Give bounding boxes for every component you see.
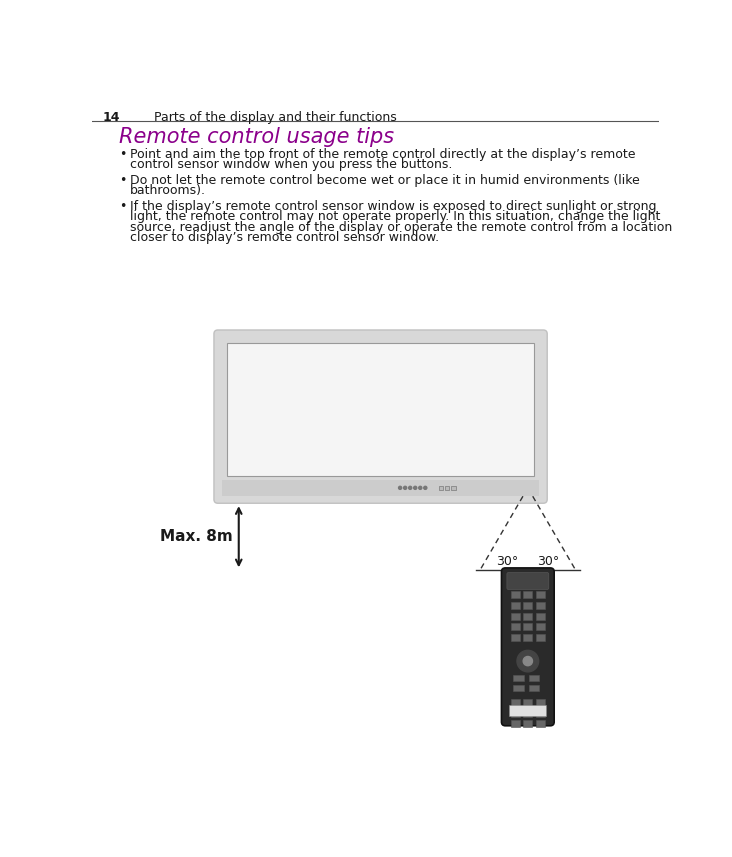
Bar <box>451 486 455 490</box>
Text: Do not let the remote control become wet or place it in humid environments (like: Do not let the remote control become wet… <box>130 174 640 187</box>
Text: •: • <box>119 147 127 160</box>
Bar <box>536 710 545 716</box>
Text: •: • <box>119 174 127 187</box>
Bar <box>227 343 534 476</box>
Bar <box>513 675 524 681</box>
Bar <box>513 685 524 691</box>
Bar <box>511 623 520 630</box>
Bar <box>523 602 532 608</box>
Bar <box>529 685 539 691</box>
Bar <box>511 613 520 620</box>
Circle shape <box>403 486 407 489</box>
Text: •: • <box>119 200 127 213</box>
Circle shape <box>408 486 411 489</box>
Bar <box>536 623 545 630</box>
Text: 14: 14 <box>102 111 120 123</box>
Bar <box>523 710 532 716</box>
Text: If the display’s remote control sensor window is exposed to direct sunlight or s: If the display’s remote control sensor w… <box>130 200 657 213</box>
Bar <box>523 623 532 630</box>
Bar <box>439 486 443 490</box>
Bar <box>536 602 545 608</box>
FancyBboxPatch shape <box>501 568 554 726</box>
Bar <box>536 721 545 728</box>
Bar <box>523 698 532 706</box>
Circle shape <box>419 486 422 489</box>
Bar <box>523 721 532 728</box>
Text: light, the remote control may not operate properly. In this situation, change th: light, the remote control may not operat… <box>130 210 660 224</box>
Bar <box>536 613 545 620</box>
Bar <box>511 710 520 716</box>
Bar <box>511 698 520 706</box>
Bar <box>445 486 449 490</box>
Bar <box>536 634 545 641</box>
Text: Remote control usage tips: Remote control usage tips <box>119 128 395 147</box>
Text: control sensor window when you press the buttons.: control sensor window when you press the… <box>130 158 452 171</box>
Bar <box>536 698 545 706</box>
Bar <box>222 480 539 495</box>
Bar <box>523 613 532 620</box>
Circle shape <box>414 486 417 489</box>
Bar <box>511 602 520 608</box>
Circle shape <box>398 486 402 489</box>
Bar <box>523 591 532 598</box>
Text: source, readjust the angle of the display or operate the remote control from a l: source, readjust the angle of the displa… <box>130 220 673 234</box>
Circle shape <box>517 650 539 672</box>
Bar <box>509 705 546 716</box>
Bar <box>529 675 539 681</box>
Circle shape <box>424 486 427 489</box>
Text: Point and aim the top front of the remote control directly at the display’s remo: Point and aim the top front of the remot… <box>130 147 636 160</box>
Text: 30°: 30° <box>496 555 518 568</box>
Circle shape <box>523 656 532 666</box>
Text: 30°: 30° <box>537 555 559 568</box>
Bar <box>523 634 532 641</box>
Text: closer to display’s remote control sensor window.: closer to display’s remote control senso… <box>130 231 439 244</box>
Text: Max. 8m: Max. 8m <box>160 530 233 544</box>
Text: bathrooms).: bathrooms). <box>130 184 206 197</box>
FancyBboxPatch shape <box>214 330 548 503</box>
Bar <box>511 634 520 641</box>
Bar <box>536 591 545 598</box>
Bar <box>511 721 520 728</box>
FancyBboxPatch shape <box>507 572 549 590</box>
Bar <box>511 591 520 598</box>
Text: Parts of the display and their functions: Parts of the display and their functions <box>154 111 396 123</box>
